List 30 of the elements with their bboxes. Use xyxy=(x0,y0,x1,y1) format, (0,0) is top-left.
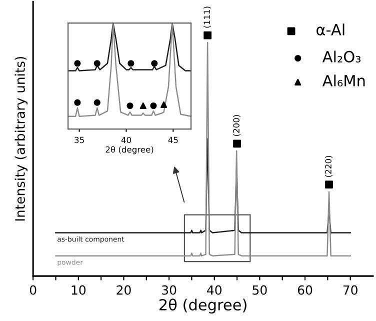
legend-label: Al₂O₃ xyxy=(322,50,361,62)
x-tick-label: 0 xyxy=(30,285,36,295)
x-axis-title: 2θ (degree) xyxy=(159,298,246,314)
x-tick-label: 60 xyxy=(298,285,312,295)
x-axis-title: 2θ (degree) xyxy=(106,146,154,154)
annotation: (200) xyxy=(233,115,240,136)
point xyxy=(140,102,146,110)
point xyxy=(128,60,134,67)
point xyxy=(74,60,81,67)
legend-label: Al₆Mn xyxy=(322,74,365,86)
x-tick-label: 50 xyxy=(252,285,267,295)
y-axis-title: Intensity (arbitrary units) xyxy=(14,56,28,221)
x-tick-label: 20 xyxy=(116,285,131,295)
x-tick-label: 40 xyxy=(121,136,131,144)
point xyxy=(126,102,134,110)
legend-label: α-Al xyxy=(316,24,344,36)
point xyxy=(74,99,81,106)
x-tick-label: 10 xyxy=(72,285,86,295)
point xyxy=(150,102,157,110)
x-tick-label: 35 xyxy=(74,136,84,144)
x-tick-label: 45 xyxy=(168,136,178,144)
x-tick-label: 30 xyxy=(162,285,176,295)
annotation: (220) xyxy=(325,156,332,177)
x-tick-label: 70 xyxy=(343,285,358,295)
point xyxy=(94,99,100,106)
point xyxy=(151,60,158,67)
point xyxy=(94,60,100,67)
point xyxy=(160,101,168,108)
annotation: (111) xyxy=(204,6,211,28)
x-tick-label: 40 xyxy=(207,285,222,295)
